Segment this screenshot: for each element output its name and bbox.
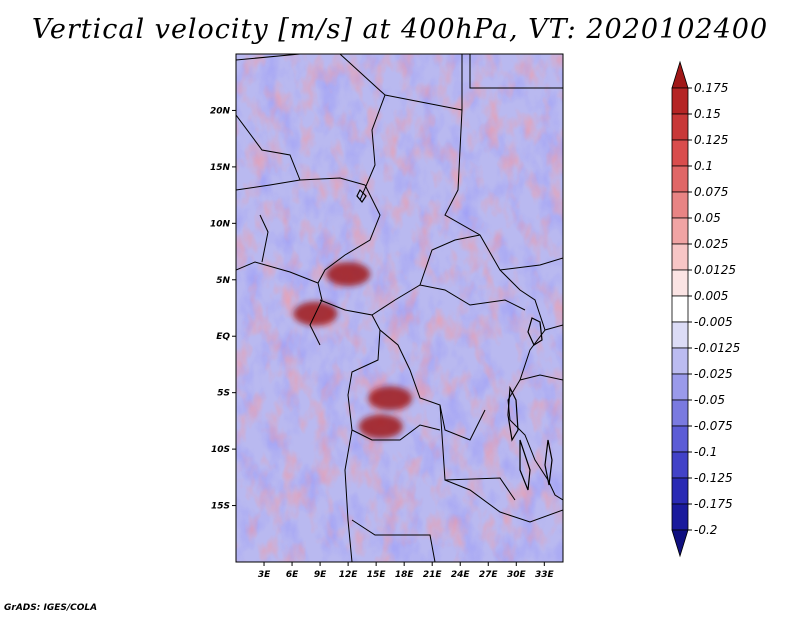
colorbar-swatch: [671, 269, 689, 297]
colorbar-label: -0.1: [694, 445, 717, 459]
colorbar-swatch: [671, 425, 689, 453]
colorbar-swatch: [671, 295, 689, 323]
colorbar-label: 0.125: [694, 133, 728, 147]
colorbar-label: 0.05: [694, 211, 721, 225]
x-tick-label: 24E: [451, 570, 471, 580]
credit-label: GrADS: IGES/COLA: [4, 603, 98, 613]
colorbar-swatch: [671, 87, 689, 115]
x-tick-label: 12E: [339, 570, 359, 580]
x-tick-label: 27E: [479, 570, 499, 580]
colorbar-swatch: [671, 217, 689, 245]
y-tick-label: 5N: [216, 276, 230, 286]
y-tick-label: 10S: [211, 445, 230, 455]
colorbar-label: 0.175: [694, 81, 728, 95]
colorbar-swatch: [671, 139, 689, 167]
colorbar-label: -0.2: [694, 523, 717, 537]
colorbar-swatch: [671, 191, 689, 219]
colorbar-swatch: [671, 321, 689, 349]
lakes: [356, 188, 553, 491]
colorbar-label: 0.025: [694, 237, 728, 251]
y-tick-label: 15N: [210, 163, 231, 173]
x-tick-label: 18E: [395, 570, 415, 580]
colorbar-label: 0.0125: [694, 263, 736, 277]
y-axis: 20N 15N 10N 5N EQ 5S 10S 15S: [210, 106, 236, 512]
x-axis: 3E 6E 9E 12E 15E 18E 21E 24E 27E 30E 33E: [258, 562, 555, 580]
colorbar-swatch: [671, 399, 689, 427]
ascent-area-1: [326, 262, 371, 287]
map-frame: [235, 53, 564, 563]
velocity-field: [236, 54, 563, 562]
colorbar-swatch: [671, 243, 689, 271]
colorbar-swatch: [671, 529, 689, 558]
map-title: Vertical velocity [m/s] at 400hPa, VT: 2…: [31, 14, 769, 45]
colorbar-label: -0.075: [694, 419, 733, 433]
colorbar-label: -0.025: [694, 367, 733, 381]
colorbar-label: -0.175: [694, 497, 733, 511]
colorbar-swatch: [671, 113, 689, 141]
colorbar-label: 0.005: [694, 289, 728, 303]
x-tick-label: 9E: [314, 570, 327, 580]
y-tick-label: 5S: [217, 389, 230, 399]
ascent-area-3: [358, 414, 403, 439]
x-tick-label: 6E: [286, 570, 299, 580]
colorbar-swatch: [671, 60, 689, 89]
country-borders: [236, 54, 563, 562]
x-tick-label: 30E: [507, 570, 527, 580]
colorbar-label: 0.15: [694, 107, 721, 121]
y-tick-label: 20N: [210, 106, 231, 116]
colorbar-label: -0.125: [694, 471, 733, 485]
x-tick-label: 33E: [535, 570, 555, 580]
x-tick-label: 21E: [423, 570, 443, 580]
colorbar-label: -0.0125: [694, 341, 740, 355]
y-tick-label: EQ: [216, 332, 230, 342]
colorbar-swatch: [671, 165, 689, 193]
y-tick-label: 10N: [210, 219, 231, 229]
x-tick-label: 15E: [367, 570, 387, 580]
x-tick-label: 3E: [258, 570, 271, 580]
colorbar-swatch: [671, 347, 689, 375]
ascent-area-0: [368, 386, 413, 411]
colorbar-swatch: [671, 373, 689, 401]
colorbar-swatch: [671, 503, 689, 531]
colorbar-label: 0.075: [694, 185, 728, 199]
colorbar-swatch: [671, 451, 689, 479]
colorbar-label: -0.005: [694, 315, 733, 329]
colorbar-label: -0.05: [694, 393, 725, 407]
colorbar-swatch: [671, 477, 689, 505]
y-tick-label: 15S: [211, 502, 230, 512]
colorbar: 0.175 0.15 0.125 0.1 0.075 0.05 0.025 0.0125 0.0…: [671, 60, 740, 558]
colorbar-label: 0.1: [694, 159, 713, 173]
